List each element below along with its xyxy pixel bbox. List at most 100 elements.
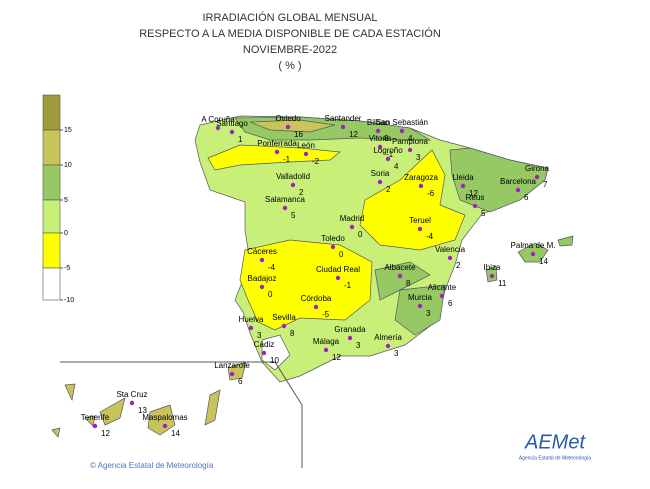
station-value: 8 [384,134,389,143]
station-value: 3 [426,309,431,318]
station-value: 3 [257,331,262,340]
station-dot [340,124,346,130]
station-dot [460,183,466,189]
title-line: ( % ) [278,60,301,72]
station-name: Cáceres [247,247,277,256]
station-dot [285,124,291,130]
legend-tick-label: 15 [64,127,72,134]
station-name: Teruel [409,216,431,225]
station-name: Albacete [384,263,416,272]
station-value: 5 [291,211,296,220]
legend-tick-label: -5 [64,265,70,272]
station-name: Granada [334,325,366,334]
station-dot [349,224,355,230]
station-name: Santander [325,114,362,123]
station-dot [417,226,423,232]
canary-frame [60,361,303,468]
station-dot [229,129,235,135]
station-value: -1 [344,281,352,290]
station-value: 0 [339,250,344,259]
title-line: RESPECTO A LA MEDIA DISPONIBLE DE CADA E… [139,27,441,40]
station-name: Tenerife [81,413,110,422]
legend [42,94,61,301]
legend-tick-label: 10 [64,162,72,169]
station-dot [282,205,288,211]
station-value: -1 [283,155,291,164]
title-line: NOVIEMBRE-2022 [243,44,337,56]
station-name: Salamanca [265,195,306,204]
station-dot [534,174,540,180]
station-value: 16 [294,130,303,139]
station-name: Ciudad Real [316,265,360,274]
station-value: 7 [543,180,548,189]
station-value: 3 [416,153,421,162]
station-name: Girona [525,164,550,173]
station-value: 5 [481,209,486,218]
station-dot [313,304,319,310]
station-value: 0 [358,230,363,239]
station-dot [259,284,265,290]
station-dot [290,182,296,188]
station-name: Santiago [216,119,248,128]
station-value: 2 [386,185,391,194]
station-name: Maspalomas [142,413,187,422]
station-value: 2 [456,261,461,270]
station-value: 6 [448,299,453,308]
station-name: Ibiza [484,263,501,272]
station-name: Lleida [452,173,474,182]
station-value: -4 [426,232,434,241]
station-name: Valencia [435,245,466,254]
station-value: 6 [524,193,529,202]
station-value: 4 [394,162,399,171]
station-value: 3 [356,341,361,350]
station-dot [281,323,287,329]
station-dot [303,151,309,157]
station-name: Huelva [239,315,264,324]
station-value: 4 [408,134,413,143]
station-value: 8 [406,279,411,288]
station-dot [375,128,381,134]
station-value: 14 [171,429,180,438]
station-name: Oviedo [275,114,301,123]
station-dot [215,125,221,131]
station-value: 12 [349,130,358,139]
station-dot [407,147,413,153]
station-value: -5 [322,310,330,319]
station-dot [162,423,168,429]
station-dot [248,325,254,331]
station-name: Pamplona [392,137,429,146]
station-value: 13 [138,406,147,415]
station-dot [418,183,424,189]
station-value: 0 [268,290,273,299]
station-name: León [297,141,315,150]
station-dot [330,244,336,250]
station-value: 8 [290,329,295,338]
station-dot [447,255,453,261]
station-name: Badajoz [248,274,277,283]
station-name: Palma de M. [511,241,556,250]
station-dot [92,423,98,429]
station-name: Cádiz [254,340,274,349]
station-name: Zaragoza [404,173,438,182]
station-name: Alicante [428,283,457,292]
station-name: Toledo [321,234,345,243]
station-dot [229,371,235,377]
station-value: 1 [238,135,243,144]
station-value: 6 [238,377,243,386]
station-dot [323,347,329,353]
legend-tick-label: -10 [64,297,74,304]
station-dot [377,179,383,185]
station-dot [385,343,391,349]
footer: © Agencia Estatal de Meteorología [90,461,214,470]
station-name: A Coruña [201,115,235,124]
station-dot [472,203,478,209]
station-name: Lanzarote [214,361,250,370]
station-name: Logroño [373,146,403,155]
station-dot [377,144,383,150]
station-dot [489,273,495,279]
station-name: Madrid [340,214,364,223]
station-name: Málaga [313,337,340,346]
station-name: Córdoba [301,294,332,303]
station-name: Soria [371,169,390,178]
